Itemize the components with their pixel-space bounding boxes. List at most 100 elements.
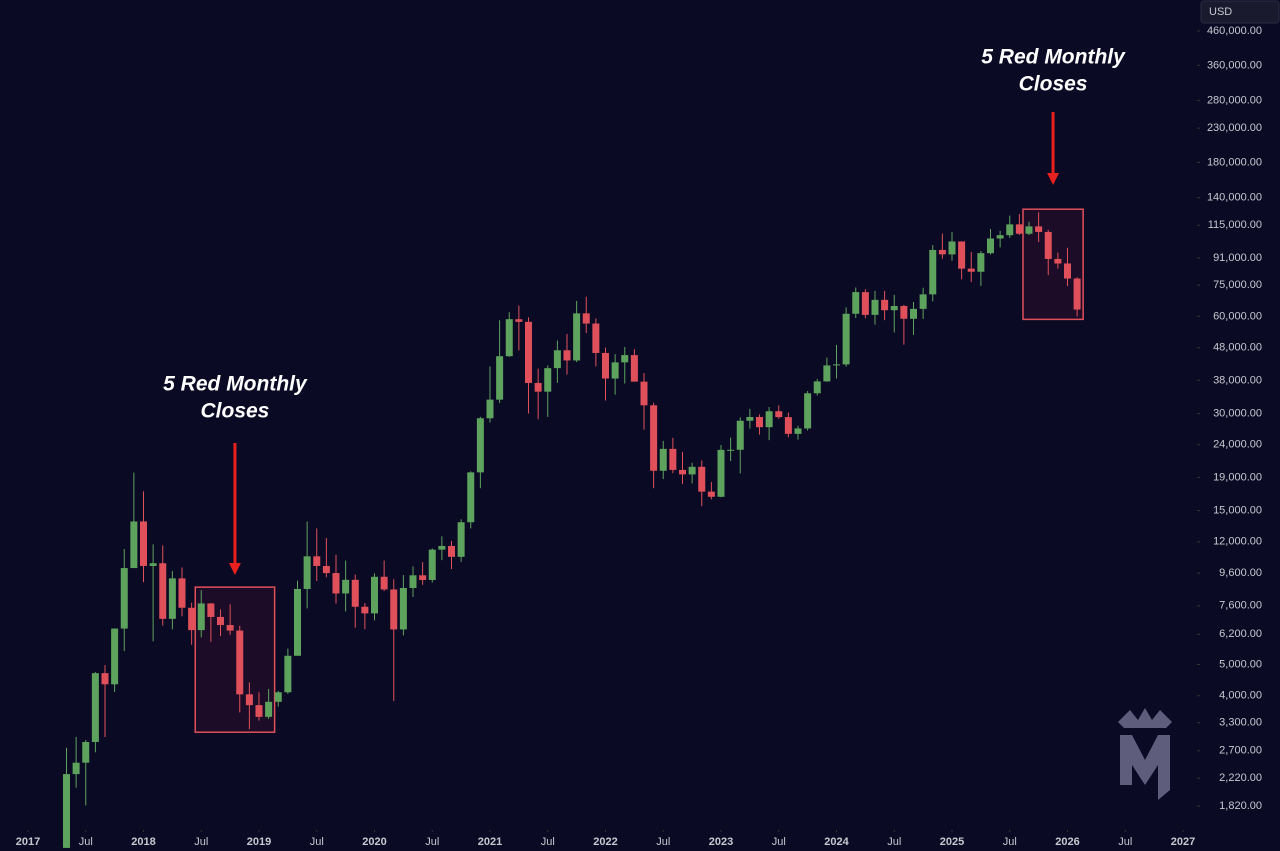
candle-body bbox=[823, 365, 831, 382]
candle-body bbox=[1025, 226, 1033, 234]
candle-body bbox=[640, 381, 648, 406]
x-tick-label: 2023 bbox=[709, 836, 733, 848]
candle-body bbox=[688, 466, 696, 475]
candle-body bbox=[871, 299, 879, 315]
candle-body bbox=[467, 472, 475, 523]
y-tick-label: 30,000.00 bbox=[1213, 407, 1262, 419]
candle-body bbox=[727, 449, 735, 451]
y-tick-label: 24,000.00 bbox=[1213, 439, 1262, 451]
y-tick-label: 60,000.00 bbox=[1213, 310, 1262, 322]
candle-body bbox=[794, 428, 802, 434]
candle-body bbox=[659, 448, 667, 471]
candle-body bbox=[582, 313, 590, 324]
candle-body bbox=[322, 565, 330, 574]
candle-body bbox=[178, 578, 186, 608]
candle-body bbox=[91, 673, 99, 742]
x-tick-label: Jul bbox=[425, 836, 439, 848]
candle-body bbox=[159, 563, 167, 619]
y-tick-label: 1,820.00 bbox=[1219, 800, 1262, 812]
candle-body bbox=[351, 579, 359, 607]
y-tick-label: 280,000.00 bbox=[1207, 94, 1262, 106]
candle-body bbox=[82, 741, 90, 763]
candle-body bbox=[130, 521, 138, 569]
candle-body bbox=[245, 694, 253, 706]
candle-body bbox=[707, 491, 715, 497]
candle-body bbox=[534, 382, 542, 392]
candle-body bbox=[303, 556, 311, 589]
candle-body bbox=[929, 249, 937, 295]
watermark-logo bbox=[1118, 708, 1172, 800]
candle-body bbox=[457, 522, 465, 557]
y-tick-label: 91,000.00 bbox=[1213, 252, 1262, 264]
candle-body bbox=[255, 705, 263, 717]
candle-body bbox=[313, 556, 321, 566]
candle-body bbox=[919, 294, 927, 309]
candle-body bbox=[861, 292, 869, 315]
candle-body bbox=[621, 355, 629, 363]
candle-body bbox=[294, 588, 301, 656]
candle-body bbox=[1006, 224, 1014, 236]
x-tick-label: 2017 bbox=[16, 836, 40, 848]
candle-body bbox=[852, 292, 860, 314]
unit-badge bbox=[1200, 0, 1280, 24]
candle-body bbox=[168, 578, 176, 619]
candle-body bbox=[1073, 278, 1081, 310]
candle-body bbox=[486, 399, 494, 419]
candle-body bbox=[958, 241, 966, 269]
candle-body bbox=[650, 405, 658, 471]
y-tick-label: 2,220.00 bbox=[1219, 772, 1262, 784]
candle-body bbox=[448, 545, 455, 557]
arrow-head bbox=[1047, 173, 1060, 185]
y-tick-label: 15,000.00 bbox=[1213, 504, 1262, 516]
y-tick-label: 9,600.00 bbox=[1219, 567, 1262, 579]
candle-body bbox=[544, 368, 552, 392]
candle-body bbox=[967, 268, 975, 272]
candle-body bbox=[630, 355, 638, 382]
unit-label: USD bbox=[1209, 6, 1232, 18]
candle-body bbox=[390, 589, 398, 630]
candle-body bbox=[948, 241, 956, 255]
candle-body bbox=[977, 253, 985, 272]
candle-body bbox=[419, 575, 427, 580]
candle-body bbox=[1054, 258, 1062, 264]
x-tick-label: Jul bbox=[310, 836, 324, 848]
x-tick-label: Jul bbox=[656, 836, 670, 848]
candle-body bbox=[592, 323, 600, 353]
annotation-text: 5 Red Monthly bbox=[981, 46, 1126, 69]
candle-body bbox=[746, 417, 754, 421]
annotation-text: Closes bbox=[1019, 73, 1088, 96]
annotation-text: Closes bbox=[201, 400, 270, 423]
y-tick-label: 140,000.00 bbox=[1207, 192, 1262, 204]
candle-body bbox=[996, 235, 1004, 239]
y-tick-label: 4,000.00 bbox=[1219, 690, 1262, 702]
candle-body bbox=[833, 364, 840, 366]
candle-body bbox=[101, 673, 109, 685]
x-tick-label: 2020 bbox=[362, 836, 386, 848]
candle-body bbox=[274, 692, 282, 702]
candle-body bbox=[698, 466, 706, 492]
arrow-head bbox=[228, 563, 241, 575]
candle-body bbox=[226, 625, 234, 631]
annotation-text: 5 Red Monthly bbox=[163, 373, 308, 396]
candle-body bbox=[987, 238, 994, 254]
x-tick-label: Jul bbox=[541, 836, 555, 848]
candle-body bbox=[717, 449, 725, 497]
y-tick-label: 6,200.00 bbox=[1219, 628, 1262, 640]
candle-body bbox=[842, 313, 850, 365]
candle-body bbox=[236, 630, 244, 695]
candle-body bbox=[505, 319, 513, 357]
candle-body bbox=[371, 576, 378, 614]
candle-body bbox=[900, 306, 908, 319]
candle-body bbox=[756, 417, 763, 428]
y-tick-label: 3,300.00 bbox=[1219, 717, 1262, 729]
candle-body bbox=[207, 603, 215, 617]
y-tick-label: 230,000.00 bbox=[1207, 122, 1262, 134]
x-tick-label: Jul bbox=[1003, 836, 1017, 848]
x-tick-label: 2018 bbox=[131, 836, 155, 848]
candle-body bbox=[409, 575, 417, 589]
candle-body bbox=[496, 356, 504, 400]
y-tick-label: 48,000.00 bbox=[1213, 342, 1262, 354]
y-tick-label: 115,000.00 bbox=[1208, 219, 1262, 231]
